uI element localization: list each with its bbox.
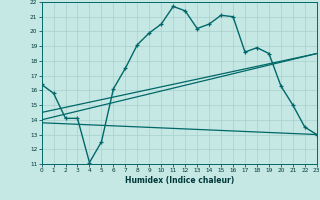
X-axis label: Humidex (Indice chaleur): Humidex (Indice chaleur) (124, 176, 234, 185)
